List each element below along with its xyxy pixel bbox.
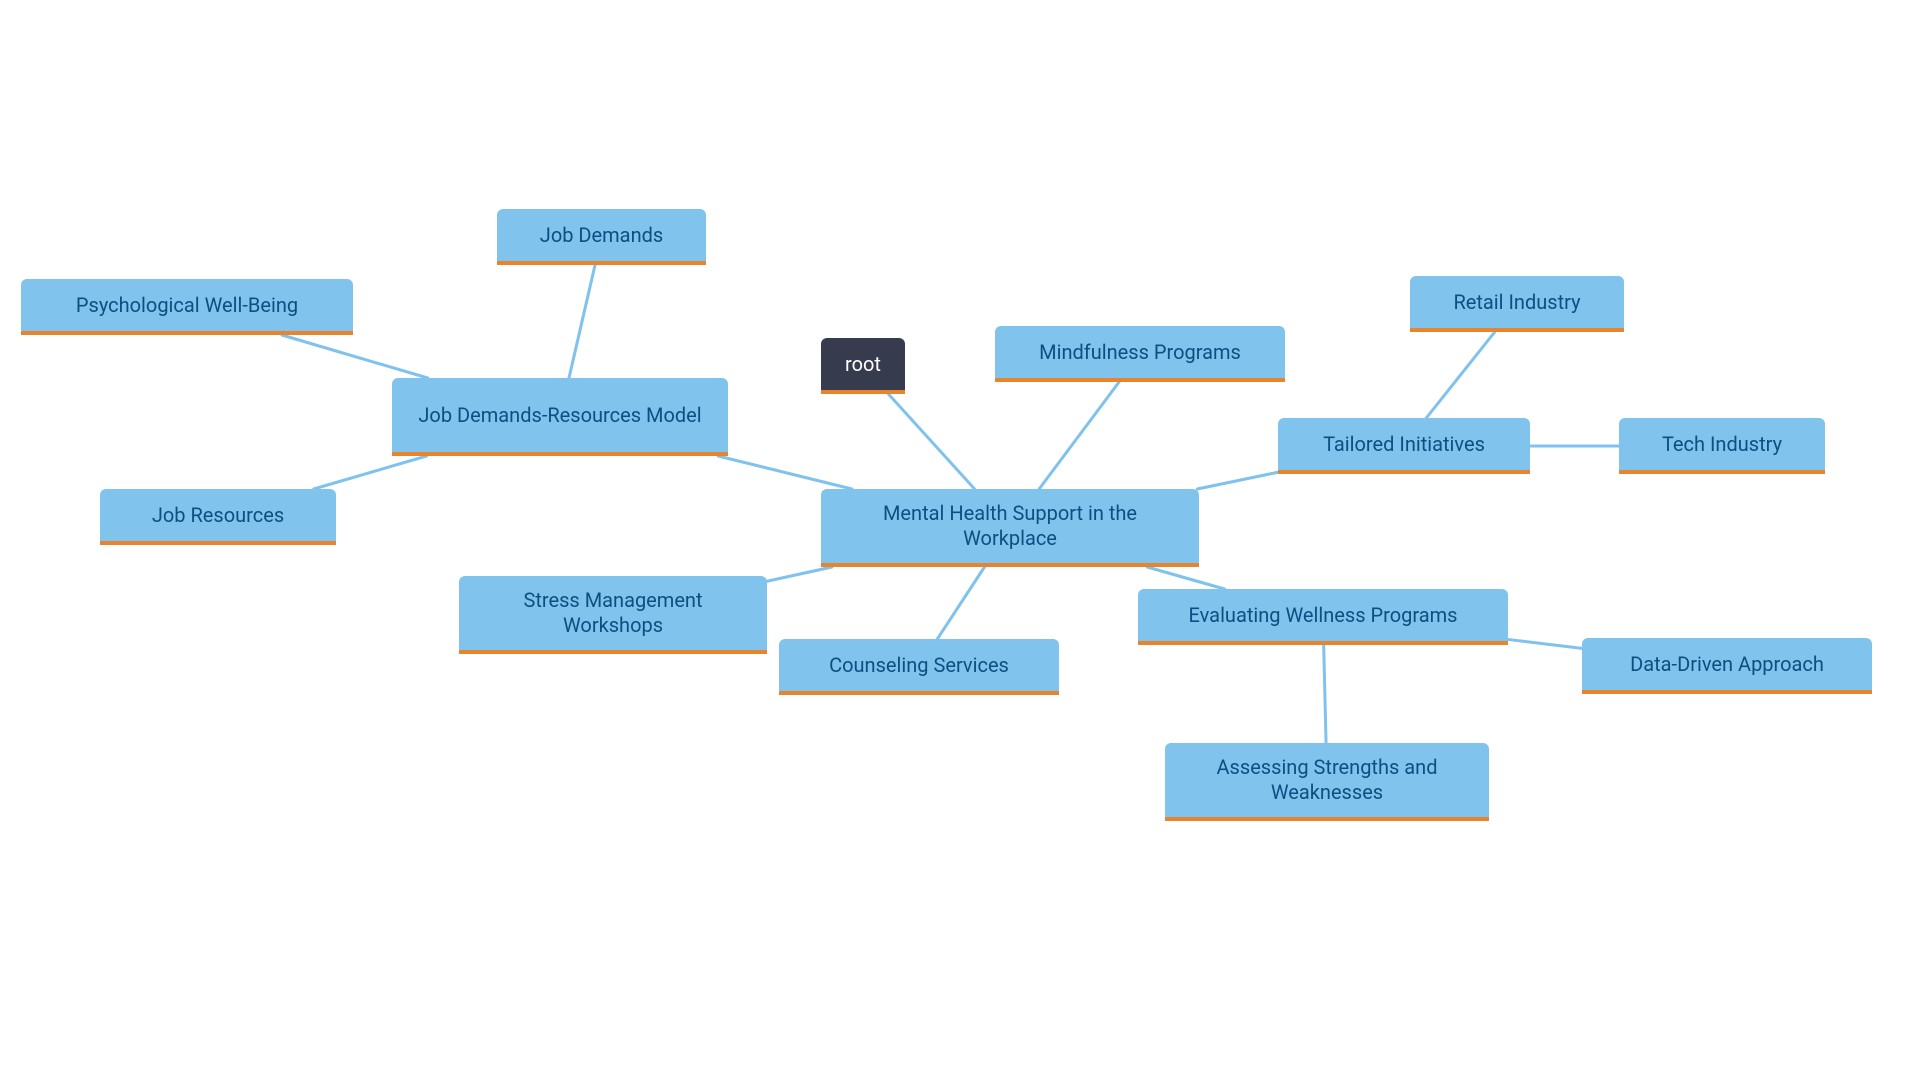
node-label: Mental Health Support in the Workplace — [835, 501, 1185, 551]
node-label: Job Demands — [540, 223, 663, 248]
node-label: Retail Industry — [1453, 290, 1580, 315]
node-tailored[interactable]: Tailored Initiatives — [1278, 418, 1530, 474]
node-psych[interactable]: Psychological Well-Being — [21, 279, 353, 335]
edge — [1147, 567, 1224, 589]
edge — [718, 456, 852, 489]
node-tech[interactable]: Tech Industry — [1619, 418, 1825, 474]
edge — [569, 265, 595, 378]
node-label: Assessing Strengths and Weaknesses — [1179, 755, 1475, 805]
edge — [1324, 645, 1326, 743]
node-label: Counseling Services — [829, 653, 1009, 678]
node-root[interactable]: root — [821, 338, 905, 394]
edge — [937, 567, 984, 639]
edge — [767, 567, 832, 581]
edge — [1508, 639, 1582, 648]
node-jobdemands[interactable]: Job Demands — [497, 209, 706, 265]
node-label: Data-Driven Approach — [1630, 652, 1824, 677]
node-label: Mindfulness Programs — [1039, 340, 1241, 365]
node-mindful[interactable]: Mindfulness Programs — [995, 326, 1285, 382]
node-label: Evaluating Wellness Programs — [1189, 603, 1458, 628]
edge — [888, 394, 974, 489]
edge — [1197, 472, 1278, 489]
node-label: root — [845, 352, 881, 377]
node-center[interactable]: Mental Health Support in the Workplace — [821, 489, 1199, 567]
edge — [314, 456, 427, 489]
edge — [1426, 332, 1494, 418]
node-counsel[interactable]: Counseling Services — [779, 639, 1059, 695]
node-assess[interactable]: Assessing Strengths and Weaknesses — [1165, 743, 1489, 821]
node-stress[interactable]: Stress Management Workshops — [459, 576, 767, 654]
node-datadriven[interactable]: Data-Driven Approach — [1582, 638, 1872, 694]
node-label: Job Demands-Resources Model — [418, 403, 701, 428]
edge — [1039, 382, 1119, 489]
node-eval[interactable]: Evaluating Wellness Programs — [1138, 589, 1508, 645]
node-label: Psychological Well-Being — [76, 293, 298, 318]
node-retail[interactable]: Retail Industry — [1410, 276, 1624, 332]
node-label: Job Resources — [152, 503, 284, 528]
edge — [282, 335, 428, 378]
mindmap-canvas: root Mental Health Support in the Workpla… — [0, 0, 1920, 1080]
node-label: Tailored Initiatives — [1323, 432, 1485, 457]
node-jobres[interactable]: Job Resources — [100, 489, 336, 545]
node-jdr[interactable]: Job Demands-Resources Model — [392, 378, 728, 456]
node-label: Stress Management Workshops — [473, 588, 753, 638]
node-label: Tech Industry — [1662, 432, 1782, 457]
